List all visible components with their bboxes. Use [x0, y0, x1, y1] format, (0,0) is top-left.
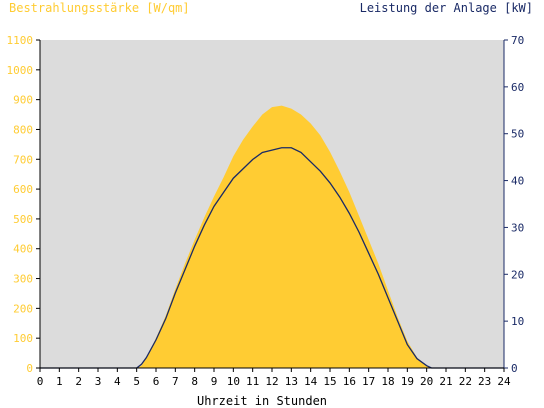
x-tick-label: 20 [420, 375, 433, 388]
x-tick-label: 22 [459, 375, 472, 388]
x-tick-label: 19 [401, 375, 414, 388]
left-tick-label: 0 [26, 362, 33, 375]
left-tick-label: 900 [13, 94, 33, 107]
x-tick-label: 23 [478, 375, 491, 388]
series-irradiance-area [40, 105, 504, 368]
x-tick-label: 8 [191, 375, 198, 388]
right-tick-label: 60 [511, 81, 524, 94]
right-axis-title: Leistung der Anlage [kW] [360, 1, 533, 15]
x-tick-label: 2 [75, 375, 82, 388]
x-tick-label: 14 [304, 375, 318, 388]
right-tick-label: 0 [511, 362, 518, 375]
series-power-line [40, 147, 504, 369]
right-tick-label: 50 [511, 128, 524, 141]
x-tick-label: 4 [114, 375, 121, 388]
x-tick-label: 15 [323, 375, 336, 388]
left-tick-label: 800 [13, 123, 33, 136]
right-tick-label: 10 [511, 315, 524, 328]
left-axis-title: Bestrahlungsstärke [W/qm] [9, 1, 190, 15]
x-tick-label: 7 [172, 375, 179, 388]
x-tick-label: 17 [362, 375, 375, 388]
x-tick-label: 24 [497, 375, 511, 388]
x-tick-label: 9 [211, 375, 218, 388]
x-tick-label: 18 [381, 375, 394, 388]
x-tick-label: 16 [343, 375, 356, 388]
right-tick-label: 30 [511, 221, 524, 234]
x-tick-label: 13 [285, 375, 298, 388]
left-tick-label: 200 [13, 302, 33, 315]
x-tick-label: 21 [439, 375, 452, 388]
x-tick-label: 12 [265, 375, 278, 388]
x-tick-label: 1 [56, 375, 63, 388]
x-tick-label: 6 [153, 375, 160, 388]
left-tick-label: 100 [13, 332, 33, 345]
x-axis-label: Uhrzeit in Stunden [197, 394, 327, 408]
left-tick-label: 600 [13, 183, 33, 196]
x-tick-label: 5 [133, 375, 140, 388]
x-tick-label: 10 [227, 375, 240, 388]
left-tick-label: 500 [13, 213, 33, 226]
x-tick-label: 0 [37, 375, 44, 388]
x-tick-label: 11 [246, 375, 259, 388]
left-tick-label: 1000 [7, 64, 34, 77]
left-tick-label: 1100 [7, 34, 34, 47]
right-tick-label: 20 [511, 268, 524, 281]
left-tick-label: 700 [13, 153, 33, 166]
left-tick-label: 400 [13, 243, 33, 256]
right-tick-label: 40 [511, 175, 524, 188]
right-tick-label: 70 [511, 34, 524, 47]
x-tick-label: 3 [95, 375, 102, 388]
left-tick-label: 300 [13, 273, 33, 286]
